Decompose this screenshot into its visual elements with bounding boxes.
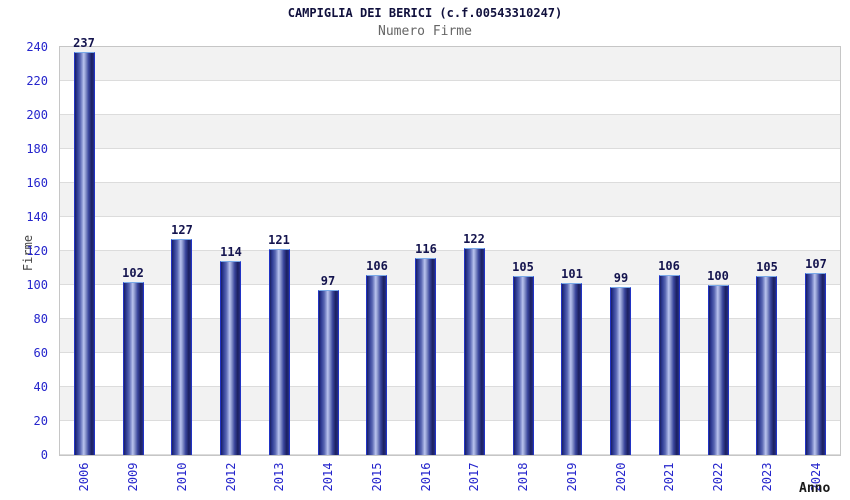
- chart-subtitle: Numero Firme: [378, 24, 472, 39]
- bar-value-label: 101: [561, 267, 583, 281]
- bar-value-label: 122: [463, 232, 485, 246]
- y-tick-label: 160: [26, 176, 48, 190]
- bar-2022: [708, 285, 729, 455]
- y-tick-label: 20: [33, 414, 48, 428]
- bar-value-label: 99: [613, 271, 629, 285]
- bar-2010: [171, 239, 192, 455]
- y-tick-label: 0: [40, 448, 48, 462]
- bar-value-label: 116: [415, 242, 437, 256]
- x-tick-label-2009: 2009: [126, 462, 140, 492]
- y-tick-label: 240: [26, 40, 48, 54]
- x-tick-label-2020: 2020: [614, 462, 628, 492]
- bar-value-label: 127: [171, 223, 193, 237]
- x-axis-title: Anno: [799, 481, 831, 496]
- x-tick-label-2023: 2023: [760, 462, 774, 492]
- y-tick-label: 220: [26, 74, 48, 88]
- y-tick-label: 80: [33, 312, 48, 326]
- bar-value-label: 106: [658, 259, 680, 273]
- bar-2009: [123, 282, 144, 455]
- x-tick-label-2013: 2013: [272, 462, 286, 492]
- bar-value-label: 97: [320, 274, 336, 288]
- y-tick-label: 60: [33, 346, 48, 360]
- bar-2021: [659, 275, 680, 455]
- bar-value-label: 107: [805, 257, 827, 271]
- y-tick-label: 180: [26, 142, 48, 156]
- bar-2013: [269, 249, 290, 455]
- bar-2017: [464, 248, 485, 455]
- y-tick-label: 140: [26, 210, 48, 224]
- bar-value-label: 114: [220, 245, 242, 259]
- x-tick-label-2019: 2019: [565, 462, 579, 492]
- x-tick-label-2006: 2006: [77, 462, 91, 492]
- bar-value-label: 237: [73, 36, 95, 50]
- bar-2018: [513, 276, 534, 455]
- x-tick-label-2016: 2016: [419, 462, 433, 492]
- bar-value-label: 105: [756, 260, 778, 274]
- bar-value-label: 105: [512, 260, 534, 274]
- bar-2019: [561, 283, 582, 455]
- x-tick-label-2022: 2022: [711, 462, 725, 492]
- x-tick-label-2021: 2021: [662, 462, 676, 492]
- bar-2006: [74, 52, 95, 455]
- bar-value-label: 106: [366, 259, 388, 273]
- x-tick-label-2012: 2012: [224, 462, 238, 492]
- x-tick-label-2010: 2010: [175, 462, 189, 492]
- bar-2015: [366, 275, 387, 455]
- x-tick-label-2017: 2017: [467, 462, 481, 492]
- bar-2012: [220, 261, 241, 455]
- y-tick-label: 120: [26, 244, 48, 258]
- bar-2024: [805, 273, 826, 455]
- bar-2020: [610, 287, 631, 455]
- bar-value-label: 102: [122, 266, 144, 280]
- x-tick-label-2015: 2015: [370, 462, 384, 492]
- x-tick-label-2018: 2018: [516, 462, 530, 492]
- bar-value-label: 100: [707, 269, 729, 283]
- y-tick-label: 100: [26, 278, 48, 292]
- plot-area: 237 102 127 114 121 97 106 116 122 105 101 99 106 100…: [59, 36, 841, 456]
- bar-2023: [756, 276, 777, 455]
- y-tick-label: 200: [26, 108, 48, 122]
- y-tick-label: 40: [33, 380, 48, 394]
- bar-value-label: 121: [268, 233, 290, 247]
- chart-title: CAMPIGLIA DEI BERICI (c.f.00543310247): [287, 6, 563, 20]
- bar-2014: [318, 290, 339, 455]
- x-tick-label-2014: 2014: [321, 462, 335, 492]
- bar-2016: [415, 258, 436, 455]
